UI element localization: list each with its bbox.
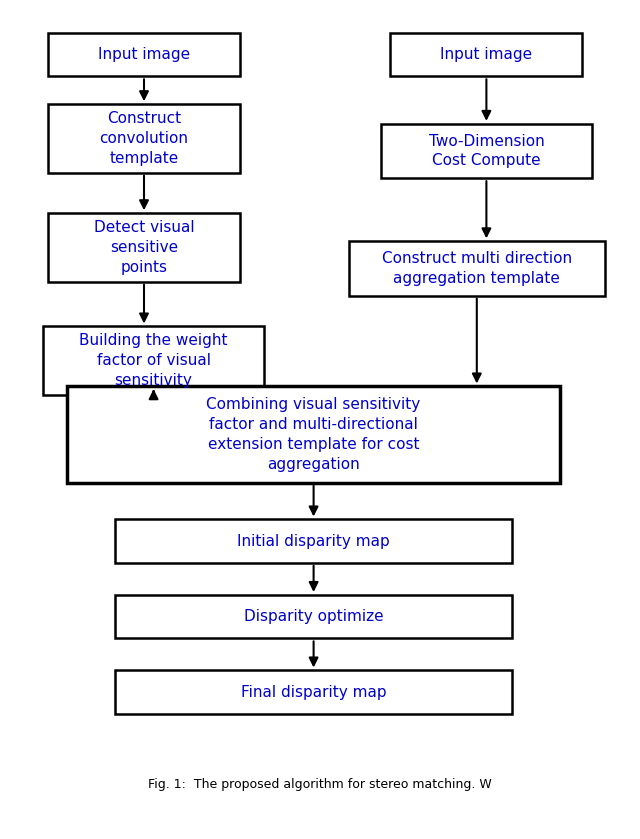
FancyBboxPatch shape (48, 213, 240, 282)
FancyBboxPatch shape (115, 595, 512, 638)
FancyBboxPatch shape (115, 670, 512, 714)
Text: Two-Dimension
Cost Compute: Two-Dimension Cost Compute (429, 133, 544, 169)
FancyBboxPatch shape (390, 33, 582, 76)
Text: Building the weight
factor of visual
sensitivity: Building the weight factor of visual sen… (79, 333, 228, 388)
FancyBboxPatch shape (115, 519, 512, 563)
Text: Disparity optimize: Disparity optimize (244, 609, 383, 624)
FancyBboxPatch shape (48, 33, 240, 76)
FancyBboxPatch shape (349, 241, 605, 295)
FancyBboxPatch shape (44, 326, 264, 395)
Text: Final disparity map: Final disparity map (241, 685, 387, 700)
FancyBboxPatch shape (67, 386, 560, 483)
Text: Combining visual sensitivity
factor and multi-directional
extension template for: Combining visual sensitivity factor and … (207, 398, 420, 472)
Text: Construct
convolution
template: Construct convolution template (99, 111, 189, 166)
Text: Construct multi direction
aggregation template: Construct multi direction aggregation te… (381, 251, 572, 286)
FancyBboxPatch shape (381, 123, 592, 179)
Text: Detect visual
sensitive
points: Detect visual sensitive points (93, 220, 195, 275)
Text: Initial disparity map: Initial disparity map (237, 534, 390, 549)
Text: Input image: Input image (98, 47, 190, 62)
FancyBboxPatch shape (48, 104, 240, 173)
Text: Fig. 1:  The proposed algorithm for stereo matching. W: Fig. 1: The proposed algorithm for stere… (148, 778, 492, 791)
Text: Input image: Input image (440, 47, 532, 62)
